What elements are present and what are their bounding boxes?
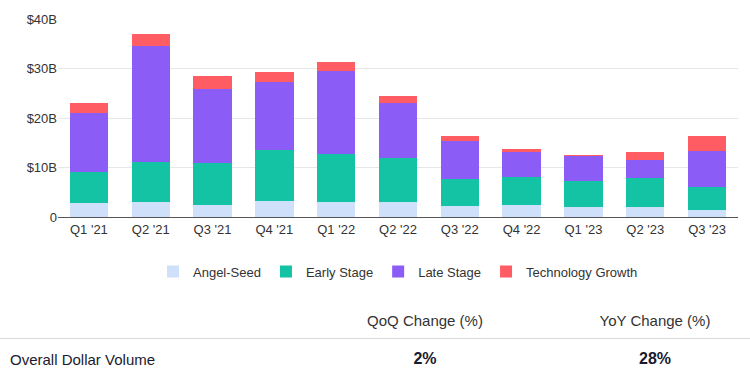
svg-text:Q4 '21: Q4 '21 xyxy=(255,222,293,237)
html-text:YoY Change (%): YoY Change (%) xyxy=(599,311,711,329)
svg-text:Q2 '21: Q2 '21 xyxy=(132,222,170,237)
svg-text:Late Stage: Late Stage xyxy=(418,265,481,280)
svg-text:Q3 '23: Q3 '23 xyxy=(688,222,726,237)
svg-text:Q2 '22: Q2 '22 xyxy=(379,222,417,237)
svg-text:Technology Growth: Technology Growth xyxy=(526,265,637,280)
svg-text:Q3 '22: Q3 '22 xyxy=(441,222,479,237)
svg-text:Q2 '23: Q2 '23 xyxy=(626,222,664,237)
html-text:28%: 28% xyxy=(639,350,671,367)
svg-text:$20B: $20B xyxy=(27,111,57,126)
svg-text:Q3 '21: Q3 '21 xyxy=(194,222,232,237)
svg-text:$30B: $30B xyxy=(27,61,57,76)
svg-text:$10B: $10B xyxy=(27,160,57,175)
svg-text:0: 0 xyxy=(50,210,57,225)
svg-text:$40B: $40B xyxy=(27,12,57,27)
html-text:2%: 2% xyxy=(413,350,437,367)
svg-text:Q1 '21: Q1 '21 xyxy=(70,222,108,237)
html-text:QoQ Change (%): QoQ Change (%) xyxy=(367,311,483,329)
svg-text:Q4 '22: Q4 '22 xyxy=(503,222,541,237)
svg-text:Early Stage: Early Stage xyxy=(306,265,373,280)
html-text:Overall Dollar Volume: Overall Dollar Volume xyxy=(10,350,156,368)
svg-text:Q1 '23: Q1 '23 xyxy=(564,222,602,237)
svg-text:Angel-Seed: Angel-Seed xyxy=(193,265,261,280)
svg-text:Q1 '22: Q1 '22 xyxy=(317,222,355,237)
